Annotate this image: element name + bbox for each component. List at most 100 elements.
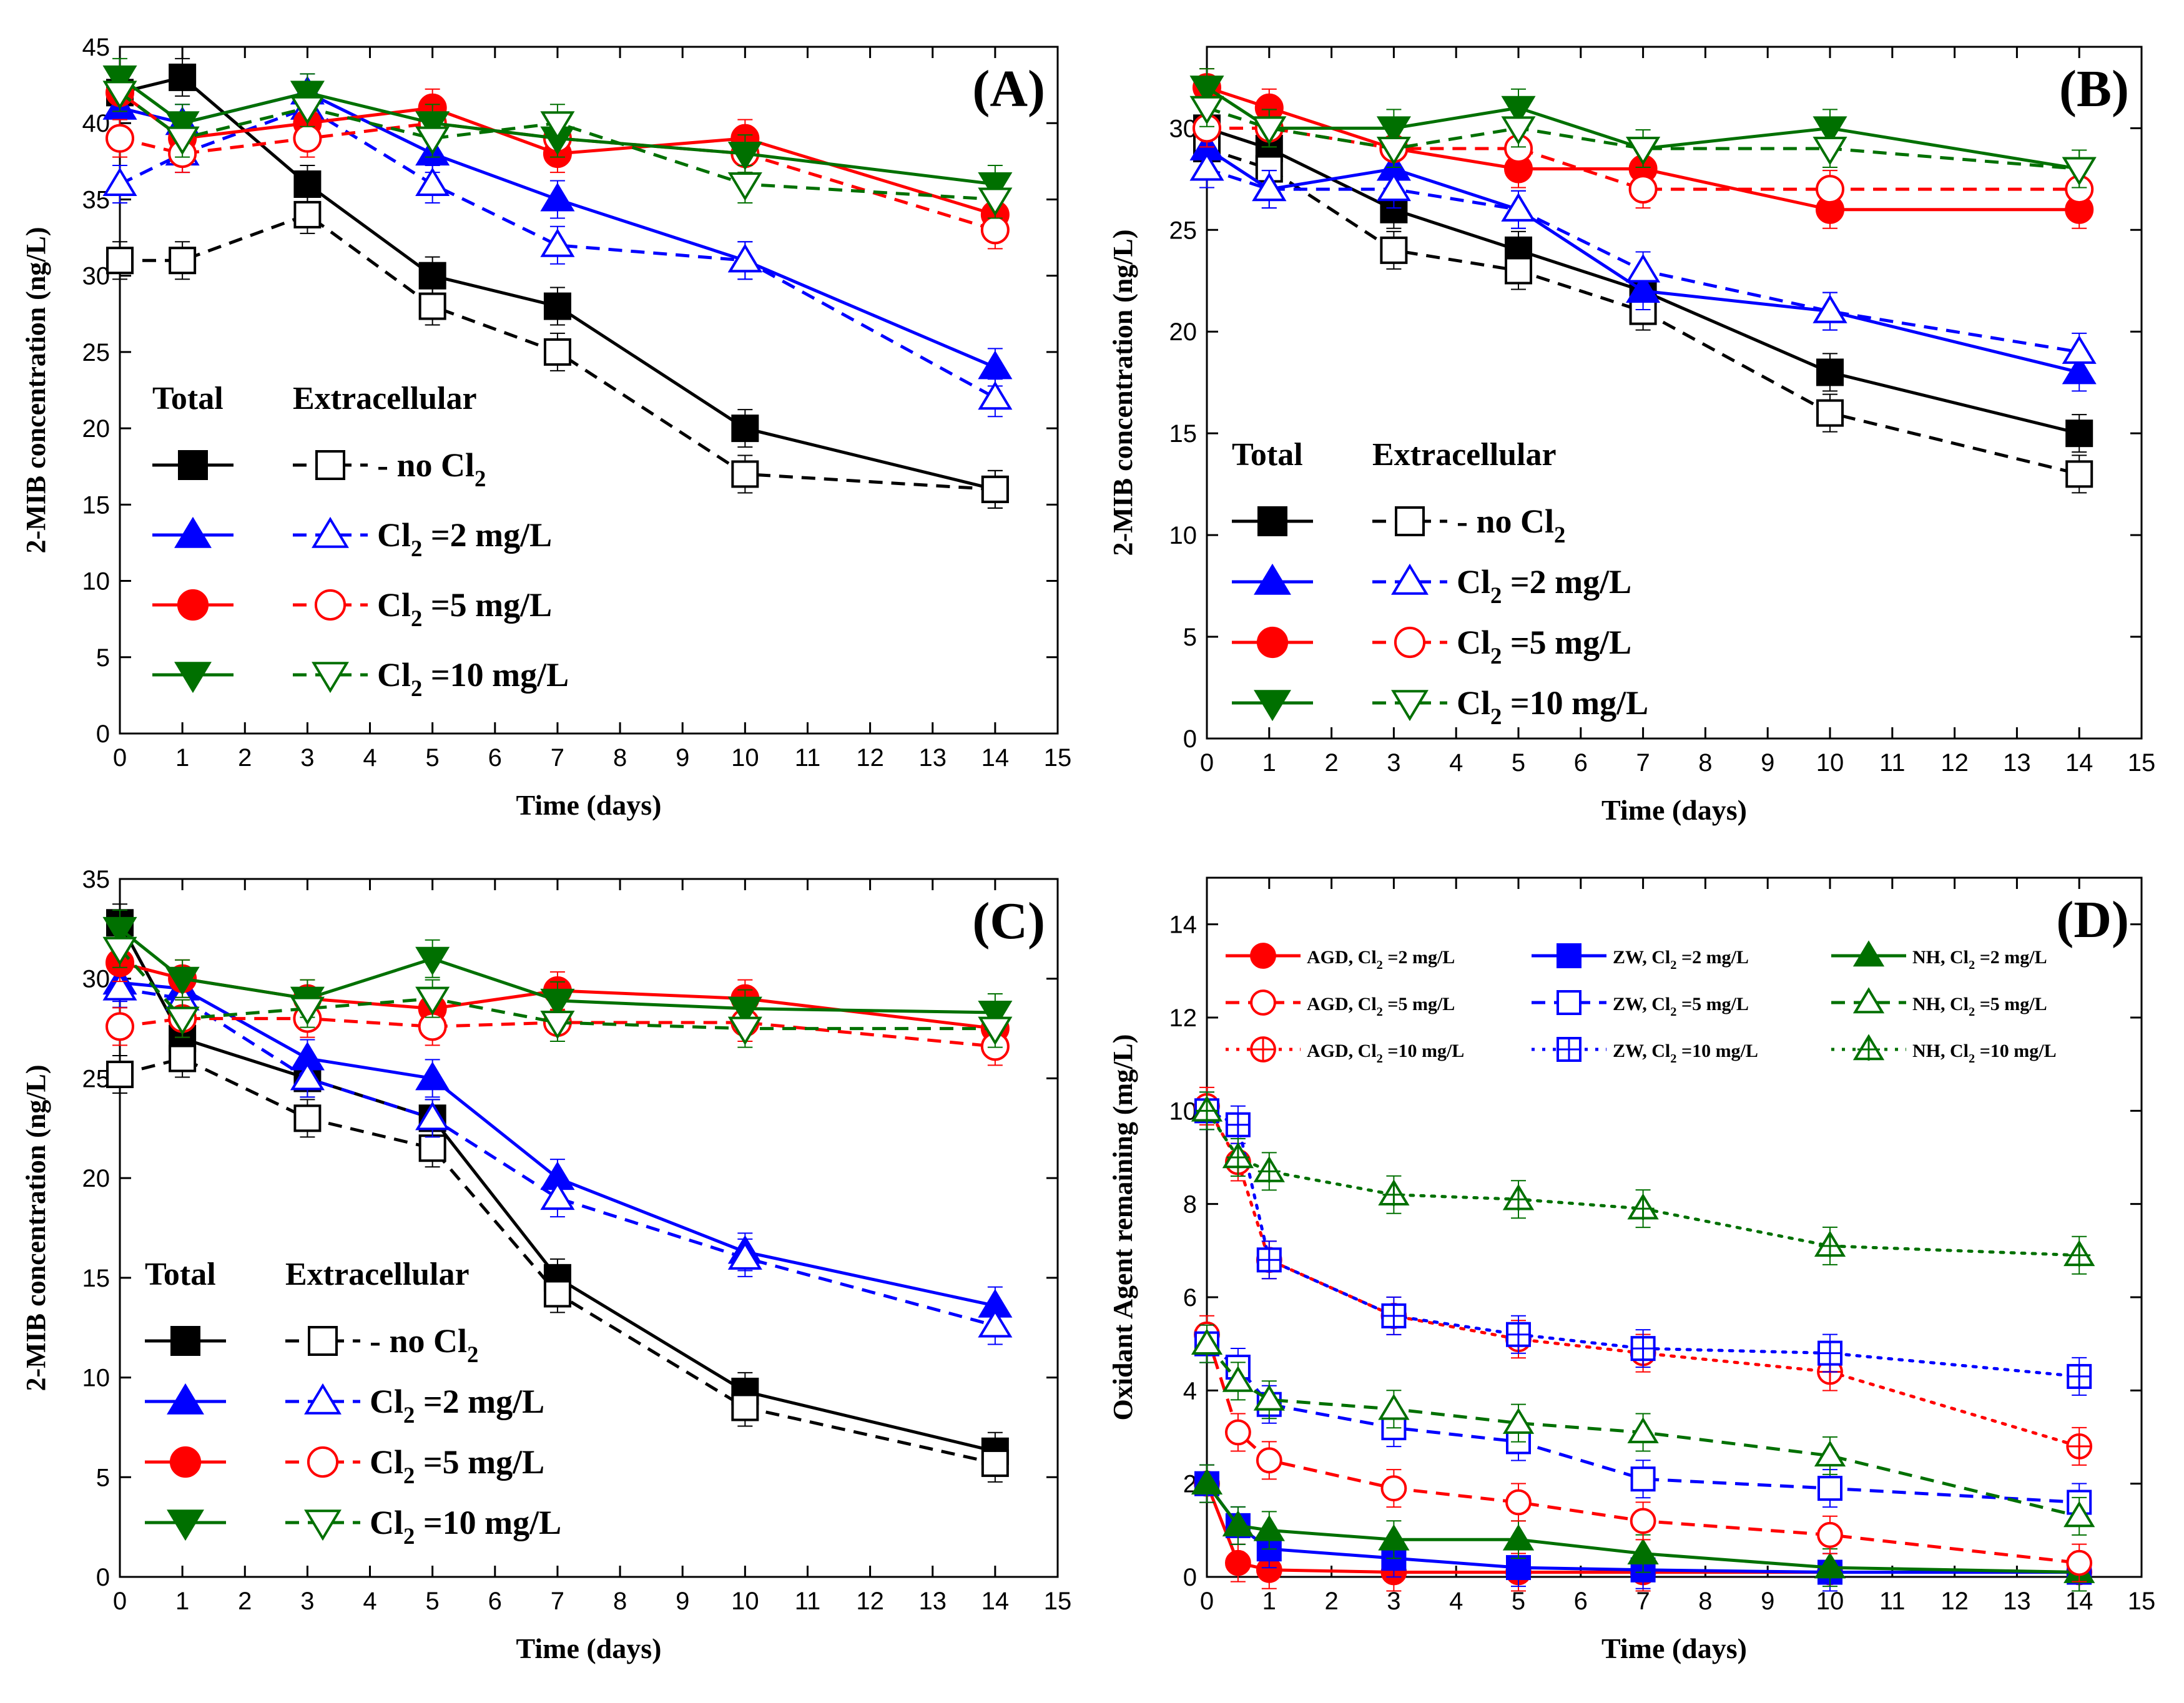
data-point [540, 1181, 575, 1210]
y-tick-label: 40 [82, 110, 111, 137]
legend-header-total: Total [145, 1257, 216, 1292]
series-C-6 [102, 909, 1013, 1033]
data-point [1253, 1384, 1285, 1411]
data-point [1253, 1514, 1285, 1541]
data-point [1816, 175, 1844, 204]
panel-label: (C) [972, 892, 1045, 950]
legend-marker-extracellular [1394, 626, 1426, 659]
x-tick-label: 14 [981, 1588, 1010, 1615]
series-A-7 [102, 73, 1013, 219]
data-point [1252, 172, 1287, 202]
data-point [1376, 136, 1411, 165]
legend-marker [1852, 940, 1885, 967]
legend-D: AGD, Cl2 =2 mg/L ZW, Cl2 =2 mg/L NH, Cl2 =… [1226, 940, 2057, 1066]
x-tick-label: 1 [1262, 1588, 1276, 1615]
data-point [415, 167, 450, 196]
y-tick-label: 25 [82, 339, 111, 366]
x-tick-label: 10 [1816, 749, 1844, 777]
x-tick-label: 11 [795, 1588, 821, 1615]
legend-label: AGD, Cl2 =10 mg/L [1307, 1041, 1464, 1066]
legend-marker-extracellular [304, 1509, 342, 1541]
x-tick-label: 5 [426, 744, 440, 772]
data-point [1813, 136, 1847, 165]
data-point [1816, 358, 1844, 386]
legend-label: ZW, Cl2 =2 mg/L [1613, 947, 1749, 972]
data-point [727, 243, 762, 273]
x-tick-label: 2 [238, 744, 252, 772]
legend-label: AGD, Cl2 =2 mg/L [1307, 947, 1455, 972]
data-point [2065, 460, 2093, 488]
legend-marker-extracellular [312, 516, 349, 548]
x-tick-label: 2 [1324, 749, 1338, 777]
x-tick-label: 11 [1879, 1588, 1906, 1615]
x-tick-label: 0 [113, 1588, 127, 1615]
data-point [102, 936, 137, 966]
data-point [2062, 157, 2097, 186]
data-point [165, 966, 200, 996]
data-point [981, 1449, 1009, 1477]
plot-frame [119, 46, 1059, 735]
x-tick-label: 10 [731, 1588, 759, 1615]
x-tick-label: 5 [1512, 749, 1525, 777]
x-tick-label: 8 [1698, 749, 1712, 777]
series-D-6 [1194, 1086, 2093, 1466]
data-point [1225, 1419, 1251, 1446]
legend-marker-total [167, 1383, 204, 1415]
data-point [165, 126, 200, 155]
y-tick-label: 10 [82, 568, 111, 596]
data-point [415, 946, 450, 976]
data-point [2062, 335, 2097, 364]
x-tick-label: 4 [363, 1588, 376, 1615]
legend-marker-extracellular [315, 450, 345, 480]
legend-label: Cl2 =10 mg/L [377, 656, 569, 701]
data-point [102, 81, 137, 110]
data-point [1222, 1365, 1254, 1392]
data-point [727, 142, 762, 170]
y-tick-label: 15 [82, 491, 111, 519]
data-point [1626, 253, 1661, 283]
data-point [540, 988, 575, 1018]
data-point [102, 971, 137, 1001]
x-tick-label: 6 [488, 744, 502, 772]
legend-label: - no Cl2 [1457, 503, 1565, 547]
legend-marker [1250, 989, 1276, 1016]
legend-label: Cl2 =5 mg/L [1457, 624, 1631, 669]
data-point [415, 126, 450, 155]
x-axis-title: Time (days) [1601, 1632, 1747, 1664]
legend-marker [1852, 987, 1885, 1014]
legend-label: Cl2 =2 mg/L [377, 516, 552, 561]
y-tick-label: 0 [1183, 1564, 1197, 1591]
y-axis-title: Oxidant Agent remaining (mg/L) [1108, 1034, 1138, 1421]
data-point [293, 200, 322, 228]
legend-marker [1250, 943, 1276, 969]
x-axis-title: Time (days) [1601, 794, 1747, 826]
data-point [1627, 1416, 1659, 1443]
legend-marker [1557, 943, 1581, 968]
series-D-8 [1191, 1091, 2095, 1275]
x-tick-label: 3 [1387, 749, 1400, 777]
legend-header-extracellular: Extracellular [293, 381, 477, 416]
legend-marker-extracellular [312, 662, 349, 694]
legend-label: Cl2 =10 mg/L [370, 1504, 561, 1549]
legend-label: NH, Cl2 =10 mg/L [1912, 1041, 2057, 1066]
x-tick-label: 13 [2003, 1588, 2031, 1615]
y-tick-label: 25 [1169, 217, 1198, 244]
legend-marker-total [1254, 690, 1291, 722]
x-tick-label: 3 [300, 1588, 314, 1615]
data-point [540, 182, 575, 212]
data-point [1626, 136, 1661, 165]
x-tick-label: 1 [175, 1588, 189, 1615]
x-tick-label: 12 [1941, 749, 1969, 777]
data-point [415, 1101, 450, 1131]
x-tick-label: 15 [2128, 1588, 2156, 1615]
data-point [1501, 192, 1536, 222]
data-point [978, 1016, 1013, 1046]
x-tick-label: 0 [113, 744, 127, 772]
x-tick-label: 6 [488, 1588, 502, 1615]
data-point [169, 63, 197, 91]
data-point [1191, 1468, 1223, 1494]
x-tick-label: 1 [1262, 749, 1276, 777]
legend-marker-total [174, 516, 212, 548]
legend-marker-extracellular [1391, 563, 1429, 595]
